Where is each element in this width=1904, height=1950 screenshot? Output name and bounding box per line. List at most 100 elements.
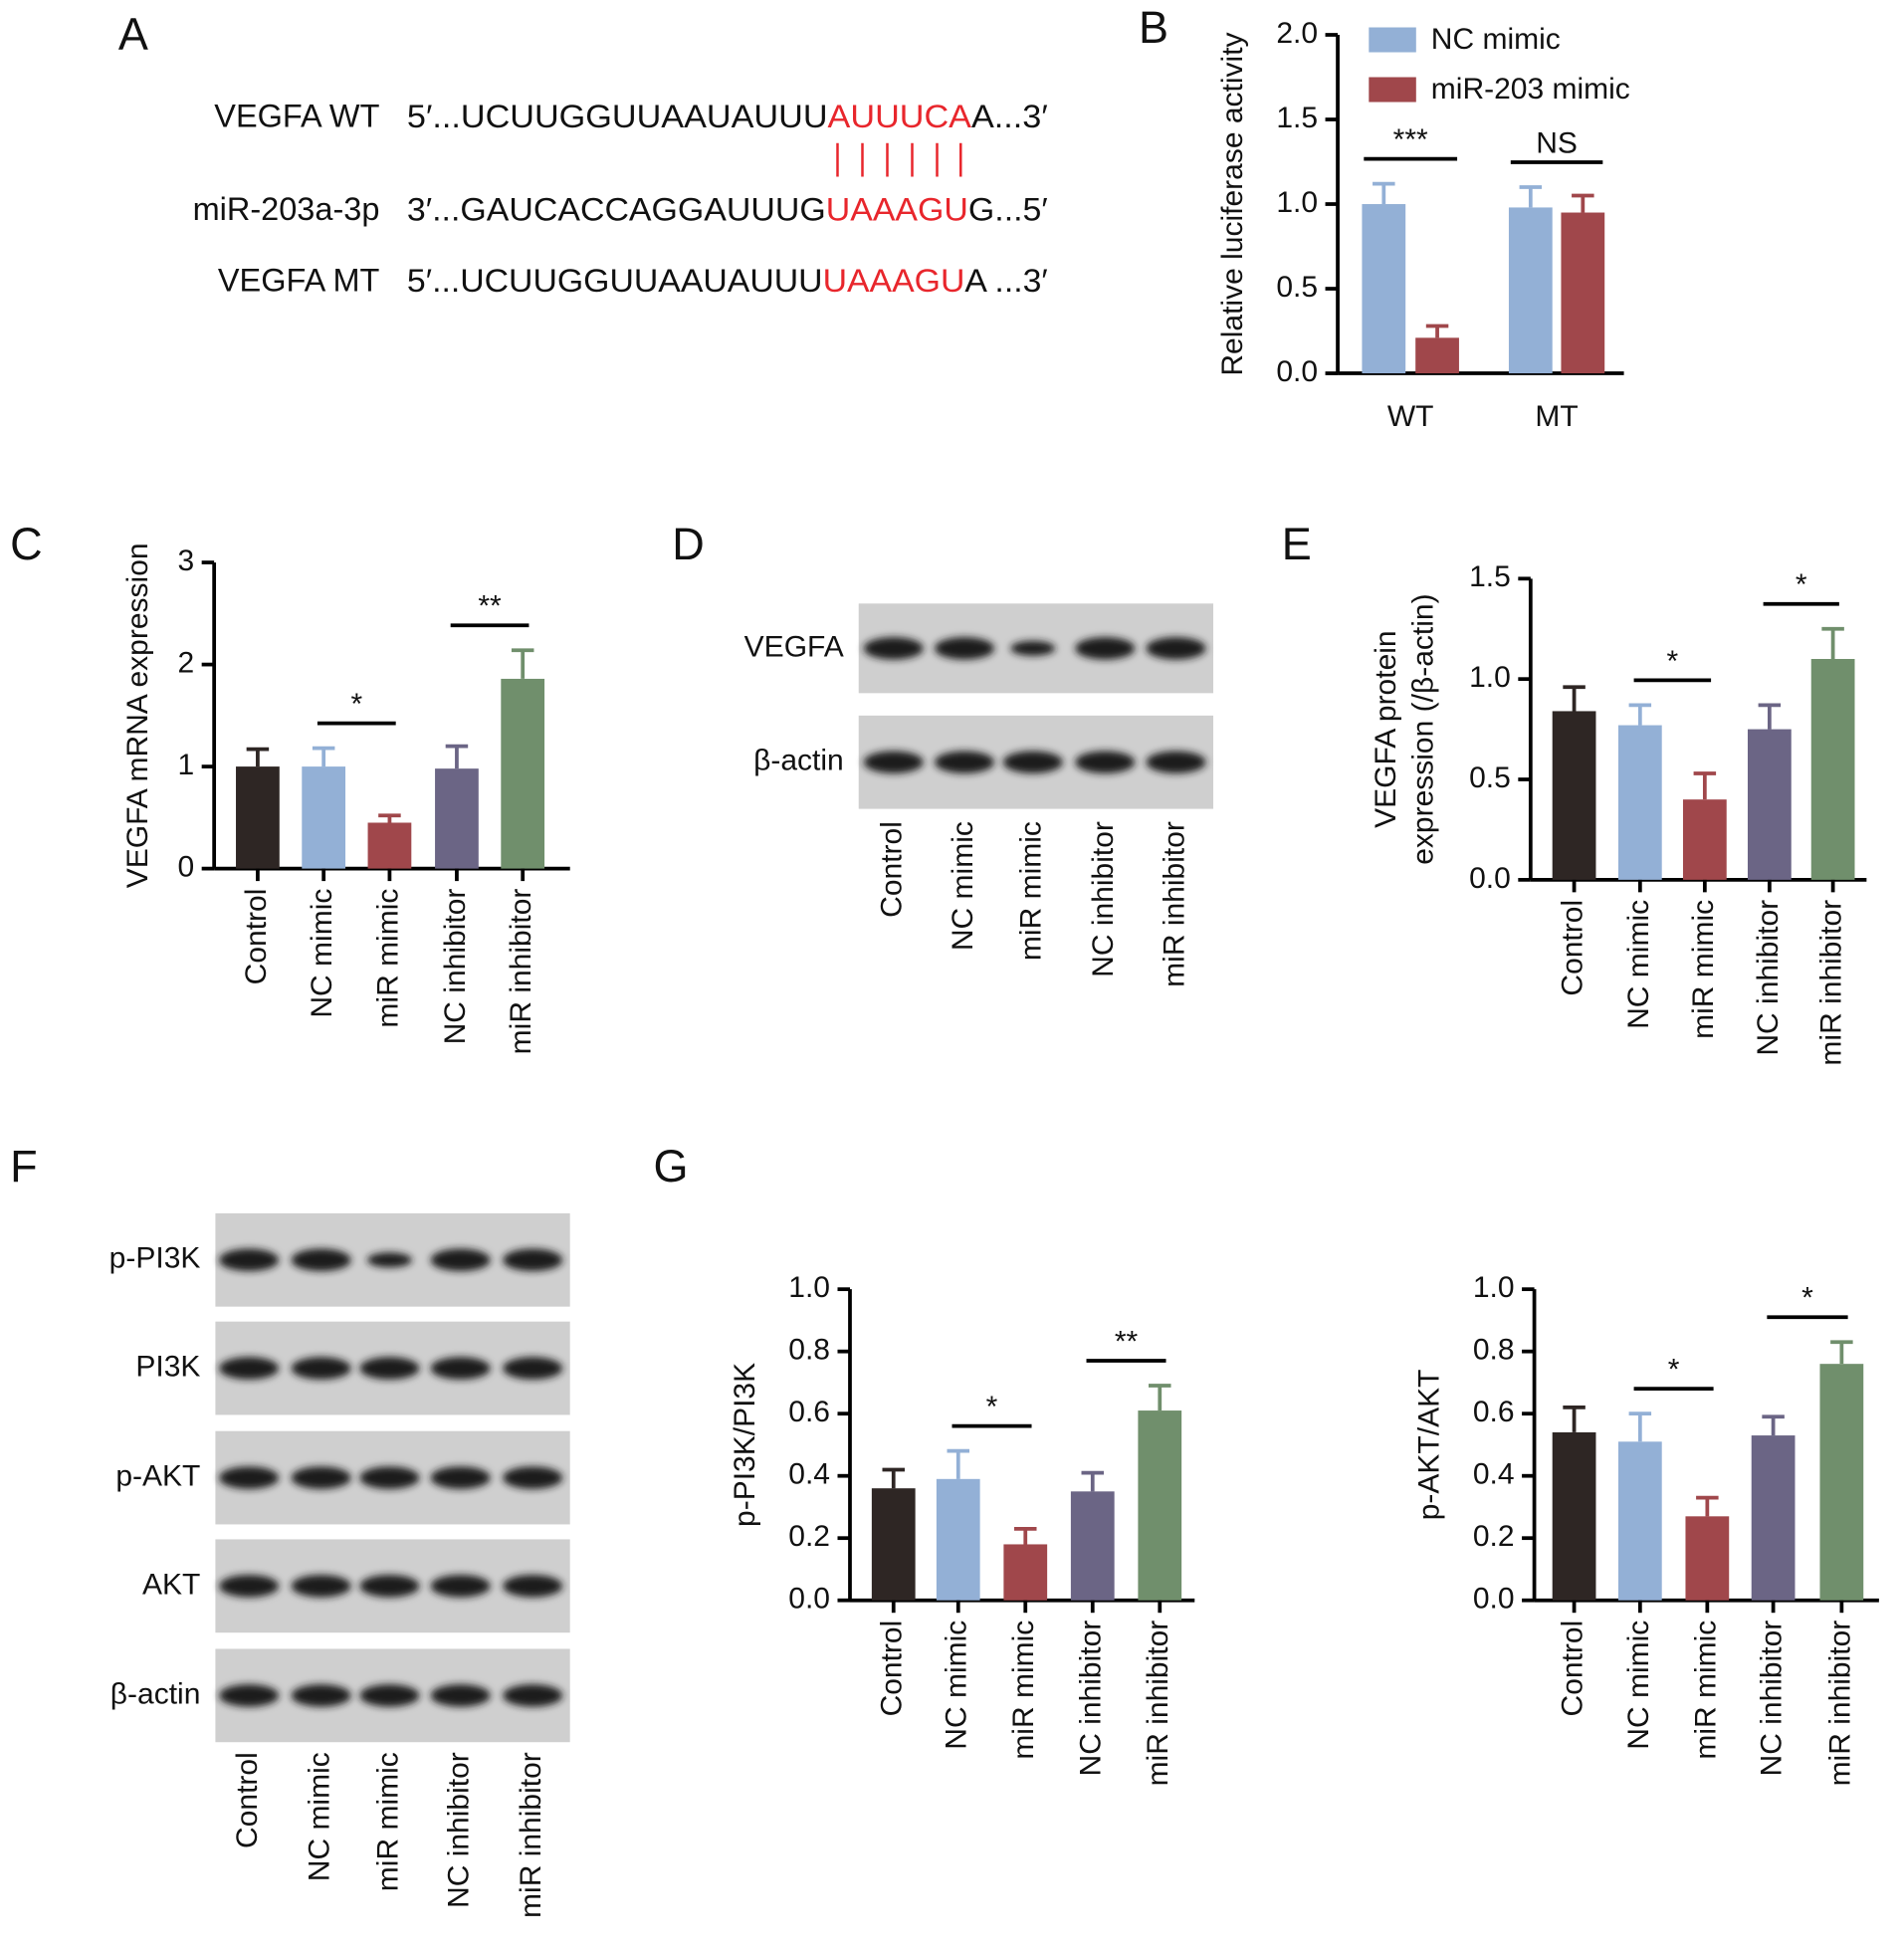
base-pair-lines: [836, 142, 962, 177]
sequence: 5′...UCUUGGUUAAUAUUU UAAAGU A ...3′: [407, 262, 1048, 298]
sequence-part: A...3′: [971, 98, 1048, 133]
x-tick-label: miR inhibitor: [1823, 1621, 1856, 1787]
x-tick-label: Control: [240, 889, 273, 985]
lane-label: miR mimic: [371, 1752, 404, 1891]
error-bar: [378, 813, 401, 823]
band: [219, 1575, 280, 1598]
band-label: PI3K: [135, 1350, 200, 1383]
significance-label: **: [478, 590, 502, 623]
bar: [1810, 659, 1855, 880]
x-tick-label: NC mimic: [1622, 1621, 1655, 1750]
bar: [1415, 337, 1459, 374]
band: [1010, 640, 1056, 656]
lane-label: miR inhibitor: [515, 1752, 547, 1918]
band: [503, 1248, 563, 1272]
x-tick-label: NC mimic: [941, 1621, 973, 1750]
significance-label: *: [1668, 1354, 1680, 1387]
band: [1075, 637, 1136, 660]
y-tick-label: 0.5: [1276, 271, 1318, 304]
error-bar: [1628, 703, 1652, 726]
band: [1146, 751, 1206, 773]
x-tick-label: NC inhibitor: [1075, 1621, 1108, 1777]
lane-label: NC mimic: [304, 1752, 336, 1881]
band: [1075, 751, 1136, 773]
y-tick-label: 0.0: [1473, 1583, 1515, 1616]
x-tick-label: miR mimic: [1687, 900, 1720, 1039]
error-bar: [1572, 193, 1594, 213]
y-tick-label: 0.0: [1276, 355, 1318, 388]
sequence-seed: AUUUCA: [828, 98, 972, 133]
x-tick-label: NC mimic: [1622, 900, 1655, 1029]
significance-label: *: [1801, 1282, 1813, 1315]
panel-letter: A: [118, 8, 148, 59]
bar: [236, 766, 280, 869]
band: [219, 1248, 280, 1272]
error-bar: [947, 1448, 970, 1479]
lane-label: Control: [231, 1752, 264, 1848]
error-bar: [1149, 1384, 1171, 1411]
y-axis-label: Relative luciferase activity: [1216, 32, 1249, 375]
bar: [1138, 1410, 1182, 1601]
bar: [1747, 729, 1792, 880]
x-tick-label: Control: [1557, 1621, 1589, 1717]
band: [366, 1252, 412, 1268]
lane-label: miR mimic: [1015, 821, 1048, 961]
x-tick-label: miR mimic: [371, 889, 404, 1028]
x-tick-label: miR inhibitor: [1142, 1621, 1174, 1787]
sequence-part: 3′...GAUCACCAGGAUUUG: [407, 191, 826, 227]
bar: [1070, 1491, 1115, 1601]
sequence-part: 5′...UCUUGGUUAAUAUUU: [407, 98, 828, 133]
y-tick-label: 1: [177, 749, 194, 781]
y-tick-label: 0.4: [1473, 1458, 1515, 1491]
bar: [1508, 207, 1553, 374]
x-tick-label: Control: [1557, 900, 1589, 996]
lane-label: Control: [876, 821, 909, 918]
legend-swatch: [1369, 77, 1416, 103]
band: [291, 1248, 351, 1272]
band: [291, 1466, 351, 1489]
bar: [1003, 1544, 1048, 1601]
y-tick-label: 1.0: [1469, 661, 1511, 694]
error-bar: [1081, 1470, 1105, 1492]
band-label: VEGFA: [744, 630, 844, 663]
y-tick-label: 1.0: [1276, 186, 1318, 219]
bar: [1362, 204, 1406, 374]
x-tick-label: NC inhibitor: [1752, 900, 1785, 1056]
band: [503, 1357, 563, 1380]
y-tick-label: 0: [177, 851, 194, 884]
sequence-seed: UAAAGU: [823, 262, 965, 298]
y-tick-label: 1.0: [788, 1271, 830, 1304]
y-axis-label: p-AKT/AKT: [1413, 1370, 1446, 1521]
y-tick-label: 3: [177, 544, 194, 577]
y-axis-label: VEGFA protein: [1370, 630, 1402, 827]
x-tick-label: miR inhibitor: [1815, 900, 1848, 1066]
error-bar: [1693, 771, 1717, 800]
significance-label: *: [1666, 645, 1678, 678]
error-bar: [1758, 703, 1782, 730]
x-tick-label: WT: [1387, 400, 1434, 433]
band: [430, 1684, 491, 1707]
band: [863, 751, 924, 773]
sequence: 3′...GAUCACCAGGAUUUG UAAAGU G...5′: [407, 191, 1048, 227]
sequence-part: A ...3′: [964, 262, 1047, 298]
x-tick-label: miR mimic: [1007, 1621, 1040, 1760]
significance-label: *: [350, 688, 362, 721]
band: [359, 1357, 420, 1380]
bar: [1561, 212, 1605, 374]
band: [219, 1684, 280, 1707]
band: [359, 1466, 420, 1489]
legend-swatch: [1369, 27, 1416, 53]
panel-letter: C: [10, 519, 43, 569]
y-axis-label: p-PI3K/PI3K: [729, 1363, 761, 1527]
x-tick-label: NC inhibitor: [1756, 1621, 1789, 1777]
significance-label: **: [1115, 1325, 1139, 1358]
band: [219, 1466, 280, 1489]
error-bar: [1563, 1406, 1586, 1432]
bar: [1617, 725, 1662, 880]
error-bar: [882, 1467, 905, 1489]
y-axis-label: expression (/β-actin): [1406, 593, 1439, 864]
band: [430, 1248, 491, 1272]
y-tick-label: 0.6: [788, 1396, 830, 1428]
sequence-label: miR-203a-3p: [193, 191, 380, 227]
band: [503, 1575, 563, 1598]
